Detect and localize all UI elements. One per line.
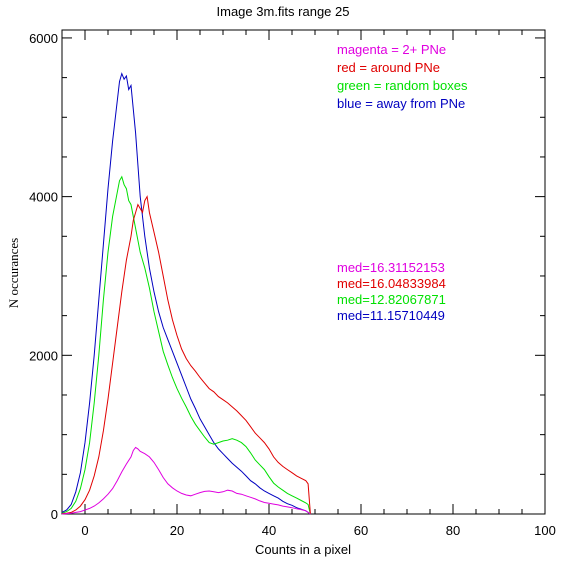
series-line-1: [61, 175, 311, 515]
plot-frame: [61, 29, 546, 515]
x-axis-label: Counts in a pixel: [255, 542, 351, 557]
median-annotations: med=16.31152153med=16.04833984med=12.820…: [337, 260, 446, 323]
y-tick-label: 2000: [29, 348, 58, 363]
y-tick-label: 0: [51, 507, 58, 522]
legend-entry: blue = away from PNe: [337, 96, 465, 111]
legend-entry: red = around PNe: [337, 60, 440, 75]
median-annotation: med=16.04833984: [337, 276, 446, 291]
median-annotation: med=12.82067871: [337, 292, 446, 307]
series-line-0: [61, 72, 311, 515]
plot-border: [61, 29, 546, 515]
median-annotation: med=11.15710449: [337, 308, 445, 323]
x-axis-ticks: 0 20 40 60 80 100: [61, 30, 556, 538]
x-tick-label: 20: [170, 523, 184, 538]
x-tick-label: 60: [354, 523, 368, 538]
legend-entry: green = random boxes: [337, 78, 468, 93]
y-axis-ticks: 0 2000 4000 6000: [29, 31, 545, 522]
x-tick-label: 80: [446, 523, 460, 538]
chart-title: Image 3m.fits range 25: [217, 4, 350, 19]
legend: magenta = 2+ PNe red = around PNe green = …: [337, 42, 468, 111]
series-line-3: [61, 446, 311, 515]
series-line-2: [61, 195, 311, 515]
median-annotation: med=16.31152153: [337, 260, 445, 275]
y-tick-label: 6000: [29, 31, 58, 46]
x-tick-label: 100: [534, 523, 556, 538]
y-axis-label: N occurances: [6, 238, 21, 308]
x-tick-label: 0: [81, 523, 88, 538]
x-tick-label: 40: [262, 523, 276, 538]
legend-entry: magenta = 2+ PNe: [337, 42, 446, 57]
series-layer: [61, 72, 311, 515]
y-tick-label: 4000: [29, 190, 58, 205]
